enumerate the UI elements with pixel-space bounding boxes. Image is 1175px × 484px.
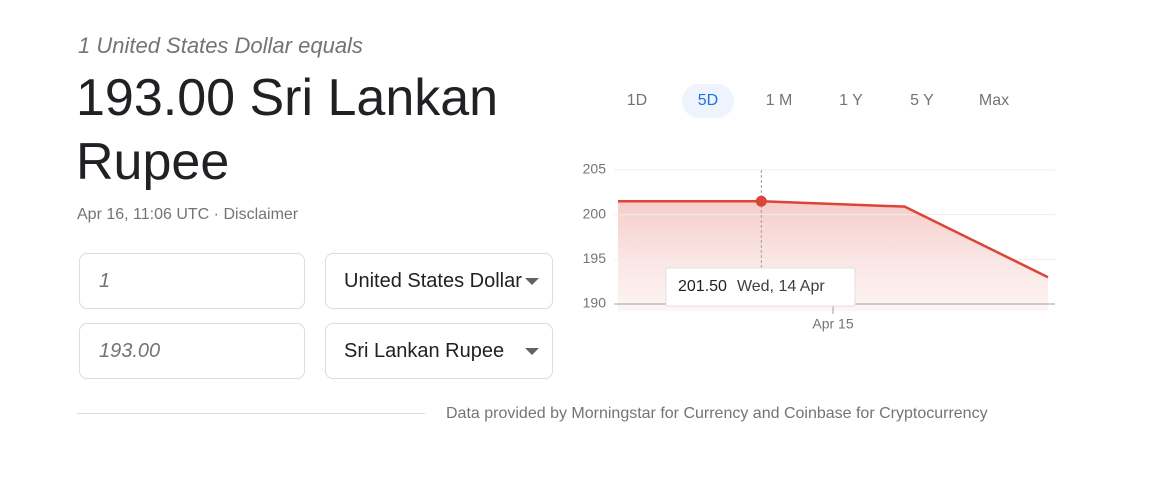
currency-select[interactable]: Sri Lankan Rupee	[325, 323, 553, 379]
line	[618, 200, 1049, 279]
currency: Sri Lankan Rupee	[344, 339, 505, 362]
y-tick-label: 205	[583, 161, 607, 177]
range-tab[interactable]: 1D	[626, 92, 648, 109]
hover-dot	[755, 195, 767, 207]
meta: Apr 16, 11:06 UTC · Disclaimer	[77, 206, 298, 224]
footer: Data provided by Morningstar for Currenc…	[446, 405, 988, 422]
title: Rupee	[76, 133, 230, 191]
subtitle: 1 United States Dollar equals	[78, 33, 363, 58]
amount-input[interactable]: 1	[79, 253, 305, 309]
y-tick-label: 200	[583, 205, 607, 221]
disclaimer[interactable]: Disclaimer	[223, 206, 299, 223]
x-tick-label: Apr 15	[812, 316, 853, 332]
timestamp: Apr 16, 11:06 UTC	[77, 206, 210, 223]
range-tab[interactable]: 1 M	[765, 92, 793, 109]
tooltip-text: 201.50 Wed, 14 Apr	[678, 278, 825, 295]
separator: ·	[213, 206, 219, 223]
currency: United States Dollar	[344, 269, 522, 292]
tooltip-value: 201.50	[678, 278, 727, 295]
divider	[77, 413, 425, 414]
tooltip-date: Wed, 14 Apr	[737, 278, 825, 295]
y-tick-label: 190	[583, 295, 607, 311]
range-tab[interactable]: 5D	[682, 84, 734, 118]
y-tick-label: 195	[583, 250, 607, 266]
dropdown-arrow	[525, 278, 539, 285]
currency-select[interactable]: United States Dollar	[325, 253, 553, 309]
range-tab[interactable]: Max	[978, 92, 1010, 109]
amount-input[interactable]: 193.00	[79, 323, 305, 379]
tooltip	[665, 267, 856, 307]
range-tab[interactable]: 1 Y	[839, 92, 863, 109]
title: 193.00 Sri Lankan	[76, 69, 499, 127]
range-tab[interactable]: 5 Y	[910, 92, 934, 109]
chart: 190 195 200 205 Apr 15 201.50 Wed, 14 Apr	[583, 161, 1055, 332]
dropdown-arrow	[525, 348, 539, 355]
